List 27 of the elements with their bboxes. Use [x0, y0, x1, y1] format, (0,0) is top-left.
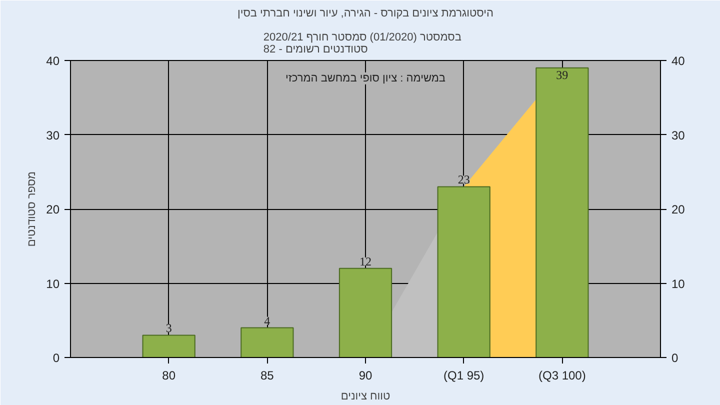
y2-tick-label: 10	[672, 276, 686, 291]
data-label: 23	[458, 172, 470, 187]
y-tick-label: 40	[46, 54, 60, 68]
annotation: במשימה : ציון סופי במחשב המרכזי	[285, 72, 446, 84]
data-label: 4	[264, 314, 270, 328]
x-tick-label: 90	[358, 368, 372, 382]
chart-subtitle: בסמסטר (01/2020) סמסטר חורף 2020/21 סטודנטים רשומים - 82	[263, 32, 462, 56]
y-tick-label: 30	[46, 128, 60, 142]
y-axis-title: מספר סטודנטים	[26, 171, 38, 247]
y2-tick-label: 40	[672, 54, 686, 68]
bar	[142, 334, 196, 358]
x-tick-label: (Q1 95)	[443, 368, 484, 382]
y-tick-label: 10	[46, 276, 60, 291]
y2-tick-label: 20	[672, 202, 686, 216]
data-label: 3	[166, 321, 172, 336]
data-label: 12	[360, 254, 372, 268]
y-tick-label: 20	[46, 202, 60, 216]
y2-tick-label: 0	[672, 351, 678, 365]
x-axis-title: טווח ציונים	[340, 390, 390, 402]
bar	[240, 327, 294, 358]
chart-title: היסטוגרמת ציונים בקורס - הגירה, עיור ושינוי חברתי בסין	[237, 8, 494, 20]
x-tick-label: 85	[260, 368, 274, 382]
data-label: 39	[556, 68, 568, 82]
y2-tick-label: 30	[672, 128, 686, 142]
y-tick-label: 0	[52, 351, 60, 365]
x-tick-label: 80	[162, 368, 176, 382]
x-tick-label: (Q3 100)	[538, 368, 586, 382]
